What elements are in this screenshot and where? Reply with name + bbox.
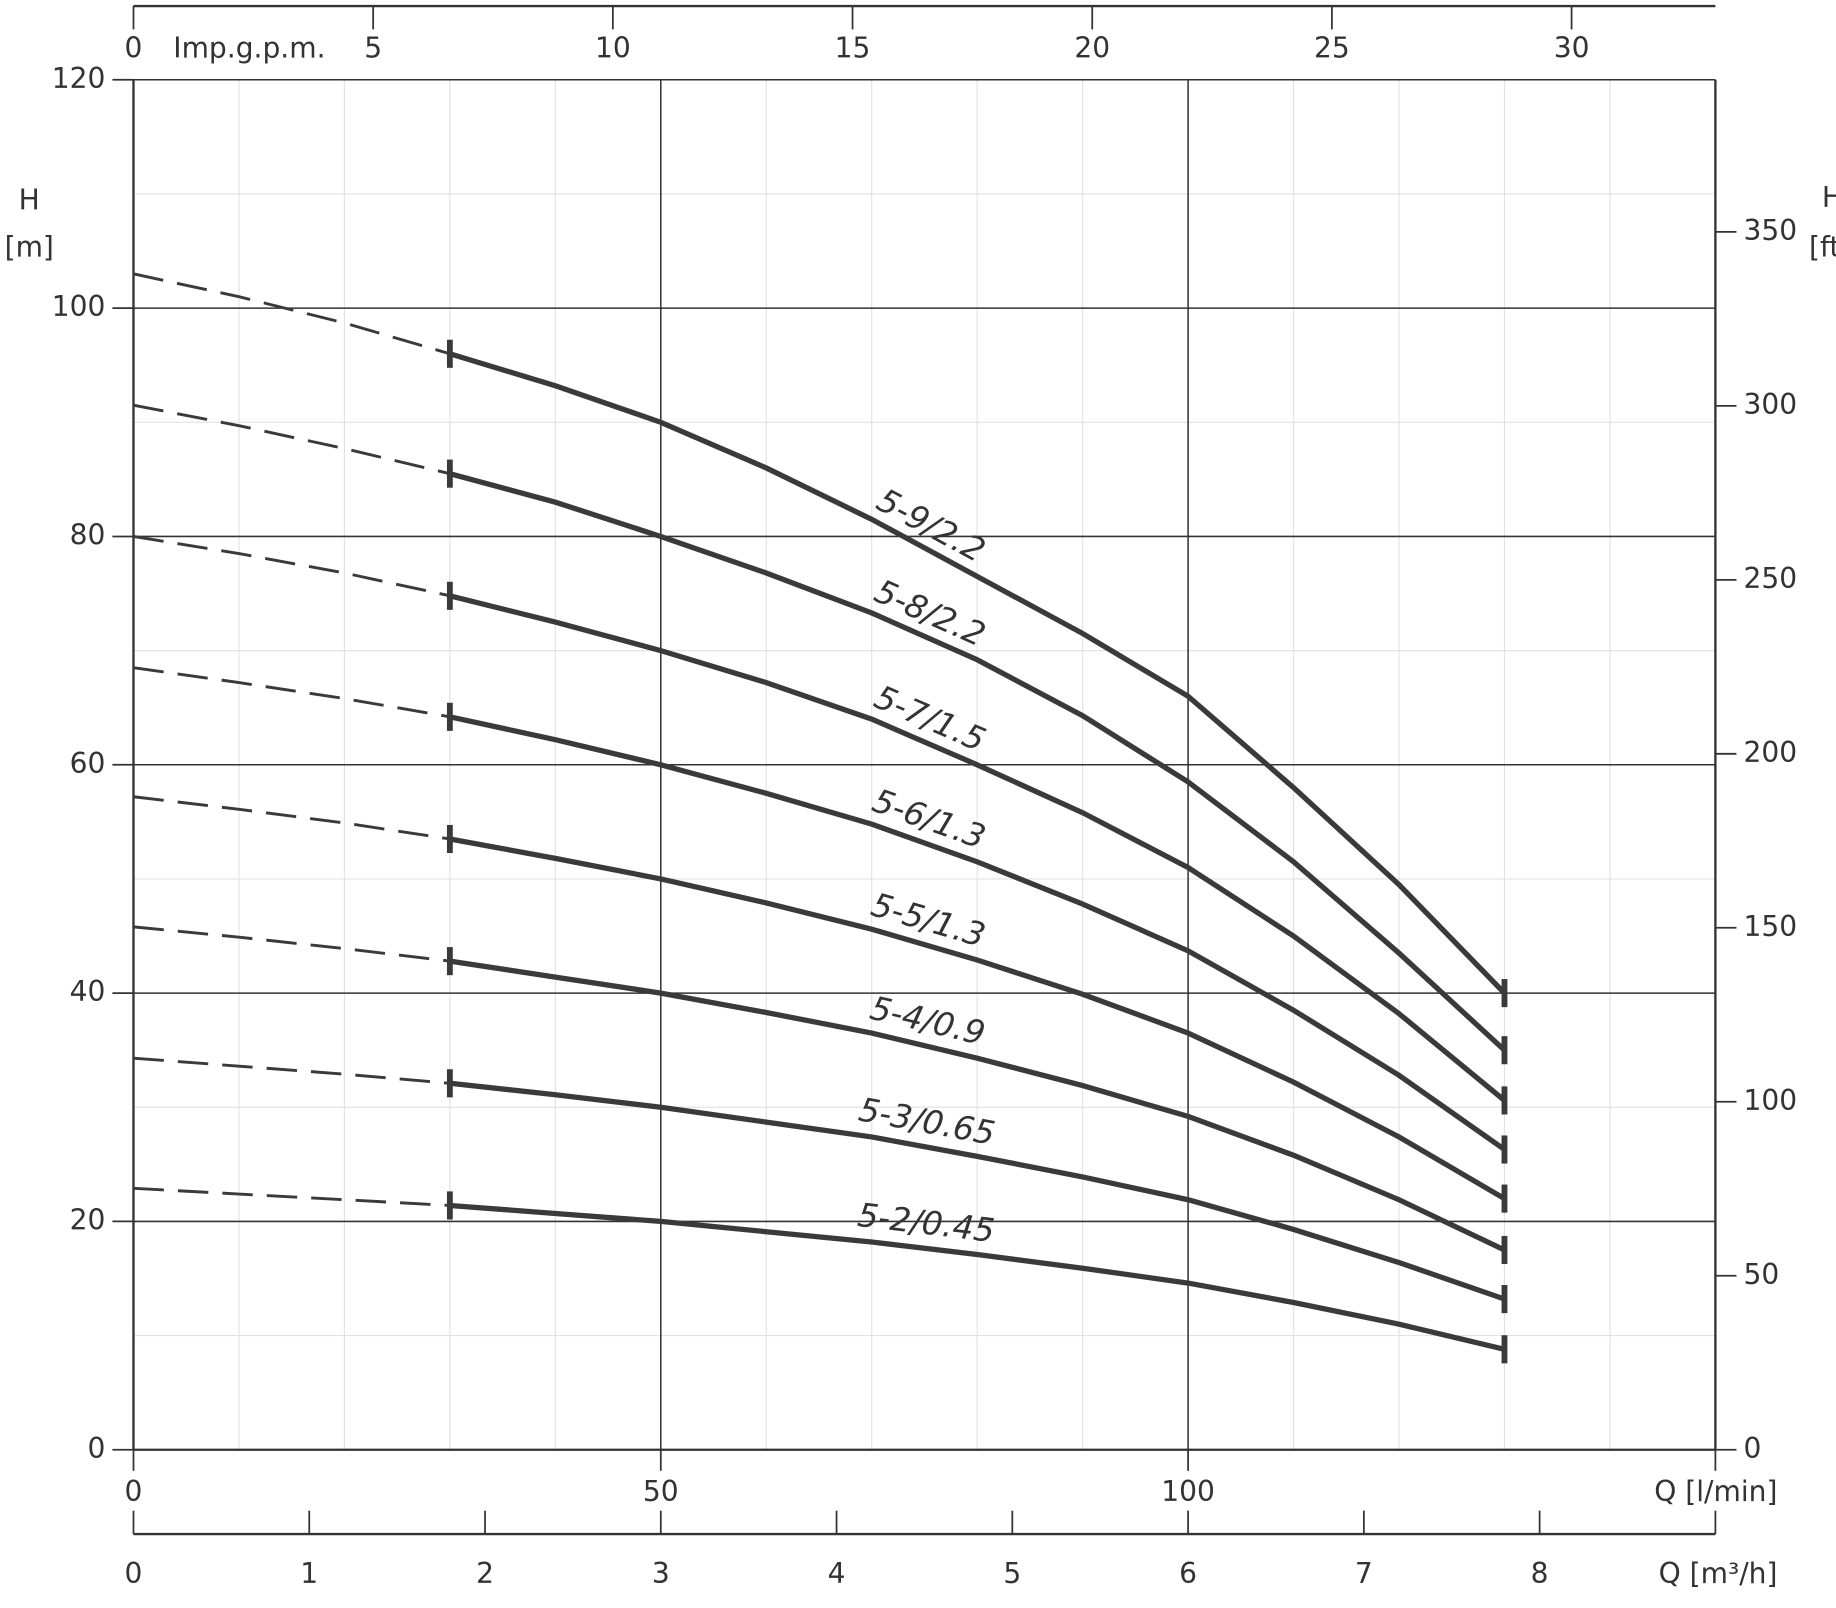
curve-dashed	[133, 666, 451, 719]
y2-tick-label: 0	[1743, 1432, 1761, 1465]
y2-tick-label: 250	[1743, 562, 1797, 595]
y-tick-label: 100	[52, 290, 106, 323]
curve-label: 5-4/0.9	[866, 989, 988, 1053]
y-tick-label: 120	[52, 62, 106, 95]
y2-label-unit: [ft]	[1809, 230, 1836, 263]
bottom-tick-label: 8	[1531, 1557, 1549, 1590]
bottom-tick-label: 4	[828, 1557, 846, 1590]
y-tick-label: 60	[70, 747, 106, 780]
bottom-tick-label: 6	[1179, 1557, 1197, 1590]
bottom-axis-label: Q [m³/h]	[1659, 1557, 1778, 1590]
x-tick-label: 100	[1161, 1475, 1215, 1508]
curve	[449, 958, 1506, 1253]
curve	[449, 471, 1507, 1053]
top-tick-label: 5	[364, 31, 382, 64]
curve-dashed	[133, 403, 451, 476]
curve-dashed	[133, 925, 451, 963]
curve-dashed	[133, 535, 451, 598]
top-tick-label: 10	[595, 31, 631, 64]
y2-label-symbol: H	[1822, 181, 1836, 214]
curve-dashed	[133, 272, 451, 356]
y-tick-label: 0	[88, 1432, 106, 1465]
bottom-tick-label: 0	[125, 1557, 143, 1590]
y2-tick-label: 150	[1743, 910, 1797, 943]
top-tick-label: 15	[835, 31, 871, 64]
y2-tick-label: 350	[1743, 214, 1797, 247]
curve	[449, 836, 1506, 1201]
curve-label: 5-8/2.2	[869, 572, 991, 654]
top-tick-label: 20	[1074, 31, 1110, 64]
y-tick-label: 80	[70, 518, 106, 551]
y-label-symbol: H	[19, 184, 40, 217]
top-tick-label: 0	[125, 31, 143, 64]
x-tick-label: 50	[643, 1475, 679, 1508]
bottom-tick-label: 7	[1355, 1557, 1373, 1590]
bottom-tick-label: 5	[1003, 1557, 1021, 1590]
curve	[449, 1202, 1506, 1352]
bottom-tick-label: 3	[652, 1557, 670, 1590]
top-tick-label: 25	[1314, 31, 1350, 64]
curve-dashed	[133, 1186, 450, 1207]
bottom-tick-label: 2	[476, 1557, 494, 1590]
curve	[449, 593, 1507, 1103]
x-tick-label: 0	[125, 1475, 143, 1508]
y-tick-label: 40	[70, 975, 106, 1008]
y-tick-label: 20	[70, 1203, 106, 1236]
curve	[449, 351, 1507, 995]
y2-tick-label: 50	[1743, 1258, 1779, 1291]
y2-tick-label: 200	[1743, 736, 1797, 769]
curve	[449, 714, 1506, 1152]
curve-dashed	[133, 1056, 450, 1085]
top-tick-label: 30	[1554, 31, 1590, 64]
bottom-tick-label: 1	[300, 1557, 318, 1590]
curve	[449, 1080, 1506, 1302]
y-label-unit: [m]	[5, 230, 54, 263]
curve-label: 5-9/2.2	[871, 481, 992, 570]
y2-tick-label: 300	[1743, 388, 1797, 421]
x-label: Q [l/min]	[1654, 1475, 1777, 1508]
top-axis-label: Imp.g.p.m.	[173, 31, 325, 64]
curve-dashed	[133, 795, 451, 841]
y2-tick-label: 100	[1743, 1084, 1797, 1117]
